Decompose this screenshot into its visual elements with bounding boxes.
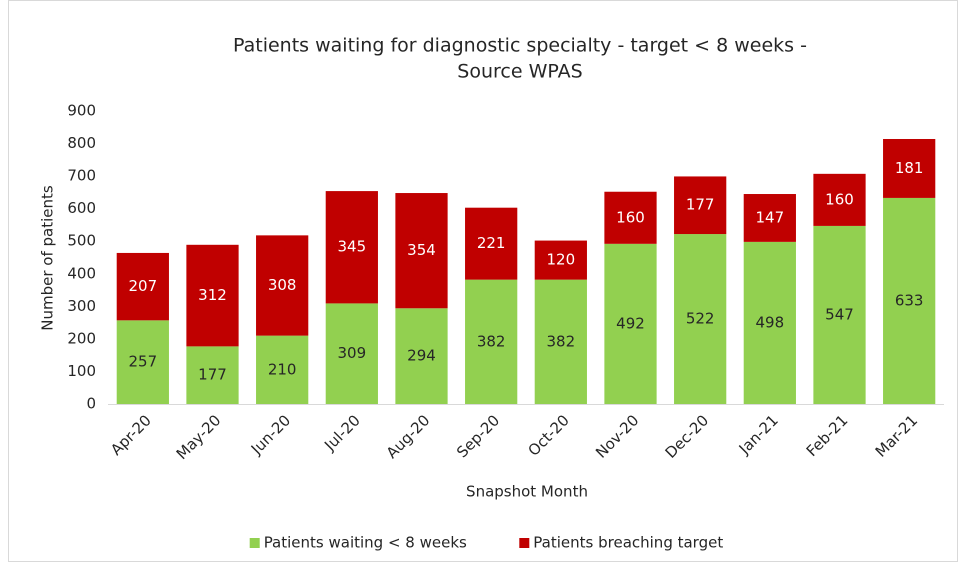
bar-segment xyxy=(325,191,378,304)
data-label: 312 xyxy=(198,286,227,304)
bar-segment xyxy=(465,207,518,280)
legend-label: Patients breaching target xyxy=(533,534,723,552)
bar-segment xyxy=(116,320,169,404)
data-label: 207 xyxy=(129,277,158,295)
legend-label: Patients waiting < 8 weeks xyxy=(264,534,467,552)
chart-title: Source WPAS xyxy=(457,61,582,83)
y-tick-label: 800 xyxy=(67,134,96,152)
bar-segment xyxy=(256,235,309,336)
data-label: 345 xyxy=(338,238,367,256)
data-label: 382 xyxy=(477,332,506,350)
data-label: 309 xyxy=(338,344,367,362)
data-label: 308 xyxy=(268,276,297,294)
bar-segment xyxy=(256,335,309,404)
legend-swatch xyxy=(519,538,530,548)
data-label: 522 xyxy=(686,310,715,328)
bar-segment xyxy=(325,303,378,404)
y-tick-label: 900 xyxy=(67,102,96,120)
data-label: 221 xyxy=(477,234,506,252)
bar-segment xyxy=(743,241,796,404)
data-label: 177 xyxy=(686,196,715,214)
bar-segment xyxy=(186,346,239,404)
data-label: 210 xyxy=(268,360,297,378)
bar-segment xyxy=(604,243,657,404)
y-tick-label: 0 xyxy=(86,395,96,413)
data-label: 354 xyxy=(407,241,436,259)
y-tick-label: 300 xyxy=(67,297,96,315)
bar-segment xyxy=(883,138,936,198)
data-label: 257 xyxy=(129,353,158,371)
data-label: 120 xyxy=(547,251,576,269)
y-tick-label: 600 xyxy=(67,199,96,217)
data-label: 177 xyxy=(198,366,227,384)
bar-segment xyxy=(674,176,727,235)
x-axis-label: Snapshot Month xyxy=(466,483,588,501)
data-label: 294 xyxy=(407,347,436,365)
y-tick-label: 400 xyxy=(67,264,96,282)
data-label: 498 xyxy=(756,313,785,331)
data-label: 160 xyxy=(616,208,645,226)
data-label: 382 xyxy=(547,332,576,350)
y-tick-label: 700 xyxy=(67,167,96,185)
bar-segment xyxy=(465,279,518,404)
bar-segment xyxy=(883,197,936,404)
y-tick-label: 500 xyxy=(67,232,96,250)
bar-segment xyxy=(813,173,866,226)
bar-segment xyxy=(743,194,796,242)
bar-segment xyxy=(534,279,587,404)
bar-segment xyxy=(186,244,239,347)
bar-segment xyxy=(813,225,866,404)
data-label: 181 xyxy=(895,159,924,177)
bar-segment xyxy=(604,191,657,244)
y-axis-label: Number of patients xyxy=(39,185,57,331)
data-label: 633 xyxy=(895,291,924,309)
legend-swatch xyxy=(249,538,260,548)
chart-title: Patients waiting for diagnostic specialt… xyxy=(233,35,807,57)
y-tick-label: 100 xyxy=(67,362,96,380)
data-label: 492 xyxy=(616,314,645,332)
bar-segment xyxy=(395,308,448,404)
data-label: 547 xyxy=(825,305,854,323)
bar-segment xyxy=(395,193,448,309)
data-label: 160 xyxy=(825,190,854,208)
data-label: 147 xyxy=(756,208,785,226)
bar-segment xyxy=(116,252,169,321)
y-tick-label: 200 xyxy=(67,329,96,347)
bar-segment xyxy=(534,240,587,280)
bar-segment xyxy=(674,234,727,404)
